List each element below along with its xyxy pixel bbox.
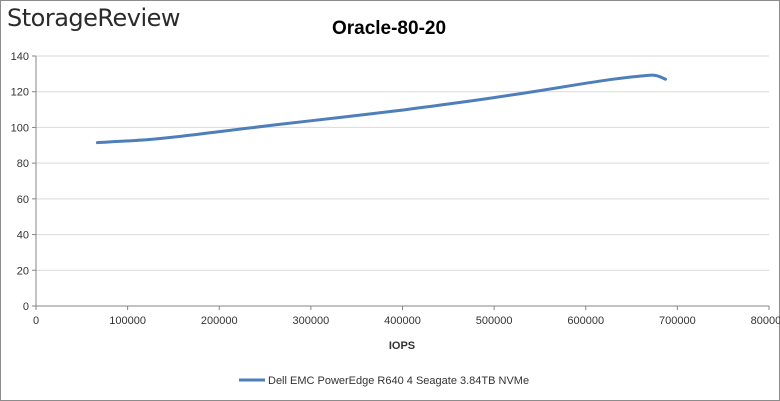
y-tick-label: 0	[23, 301, 29, 313]
x-tick-label: 100000	[109, 315, 146, 327]
y-tick-label: 80	[17, 158, 29, 170]
y-tick-label: 40	[17, 230, 29, 242]
x-tick-label: 300000	[293, 315, 330, 327]
x-tick-label: 200000	[201, 315, 238, 327]
storagereview-logo: StorageReview	[7, 4, 181, 32]
x-tick-label: 400000	[384, 315, 421, 327]
x-tick-label: 700000	[659, 315, 696, 327]
series-line-0	[95, 73, 667, 145]
x-tick-label: 600000	[567, 315, 604, 327]
y-tick-label: 60	[17, 194, 29, 206]
axes	[32, 55, 770, 310]
y-tick-label: 140	[11, 51, 29, 63]
x-tick-label: 0	[33, 315, 39, 327]
x-tick-label: 500000	[476, 315, 513, 327]
x-tick-label: 800000	[751, 315, 780, 327]
legend: Dell EMC PowerEdge R640 4 Seagate 3.84TB…	[239, 375, 529, 387]
x-axis-title: IOPS	[389, 340, 415, 352]
y-tick-label: 20	[17, 265, 29, 277]
chart-text: 0 20 40 60 80 100 120 140 0 100000 200000 300000 400…	[11, 18, 780, 387]
y-tick-label: 120	[11, 87, 29, 99]
series-layer	[95, 73, 667, 145]
grid-lines	[36, 55, 769, 271]
y-tick-label: 100	[11, 122, 29, 134]
chart-title: Oracle-80-20	[332, 18, 446, 39]
legend-label: Dell EMC PowerEdge R640 4 Seagate 3.84TB…	[268, 375, 529, 387]
